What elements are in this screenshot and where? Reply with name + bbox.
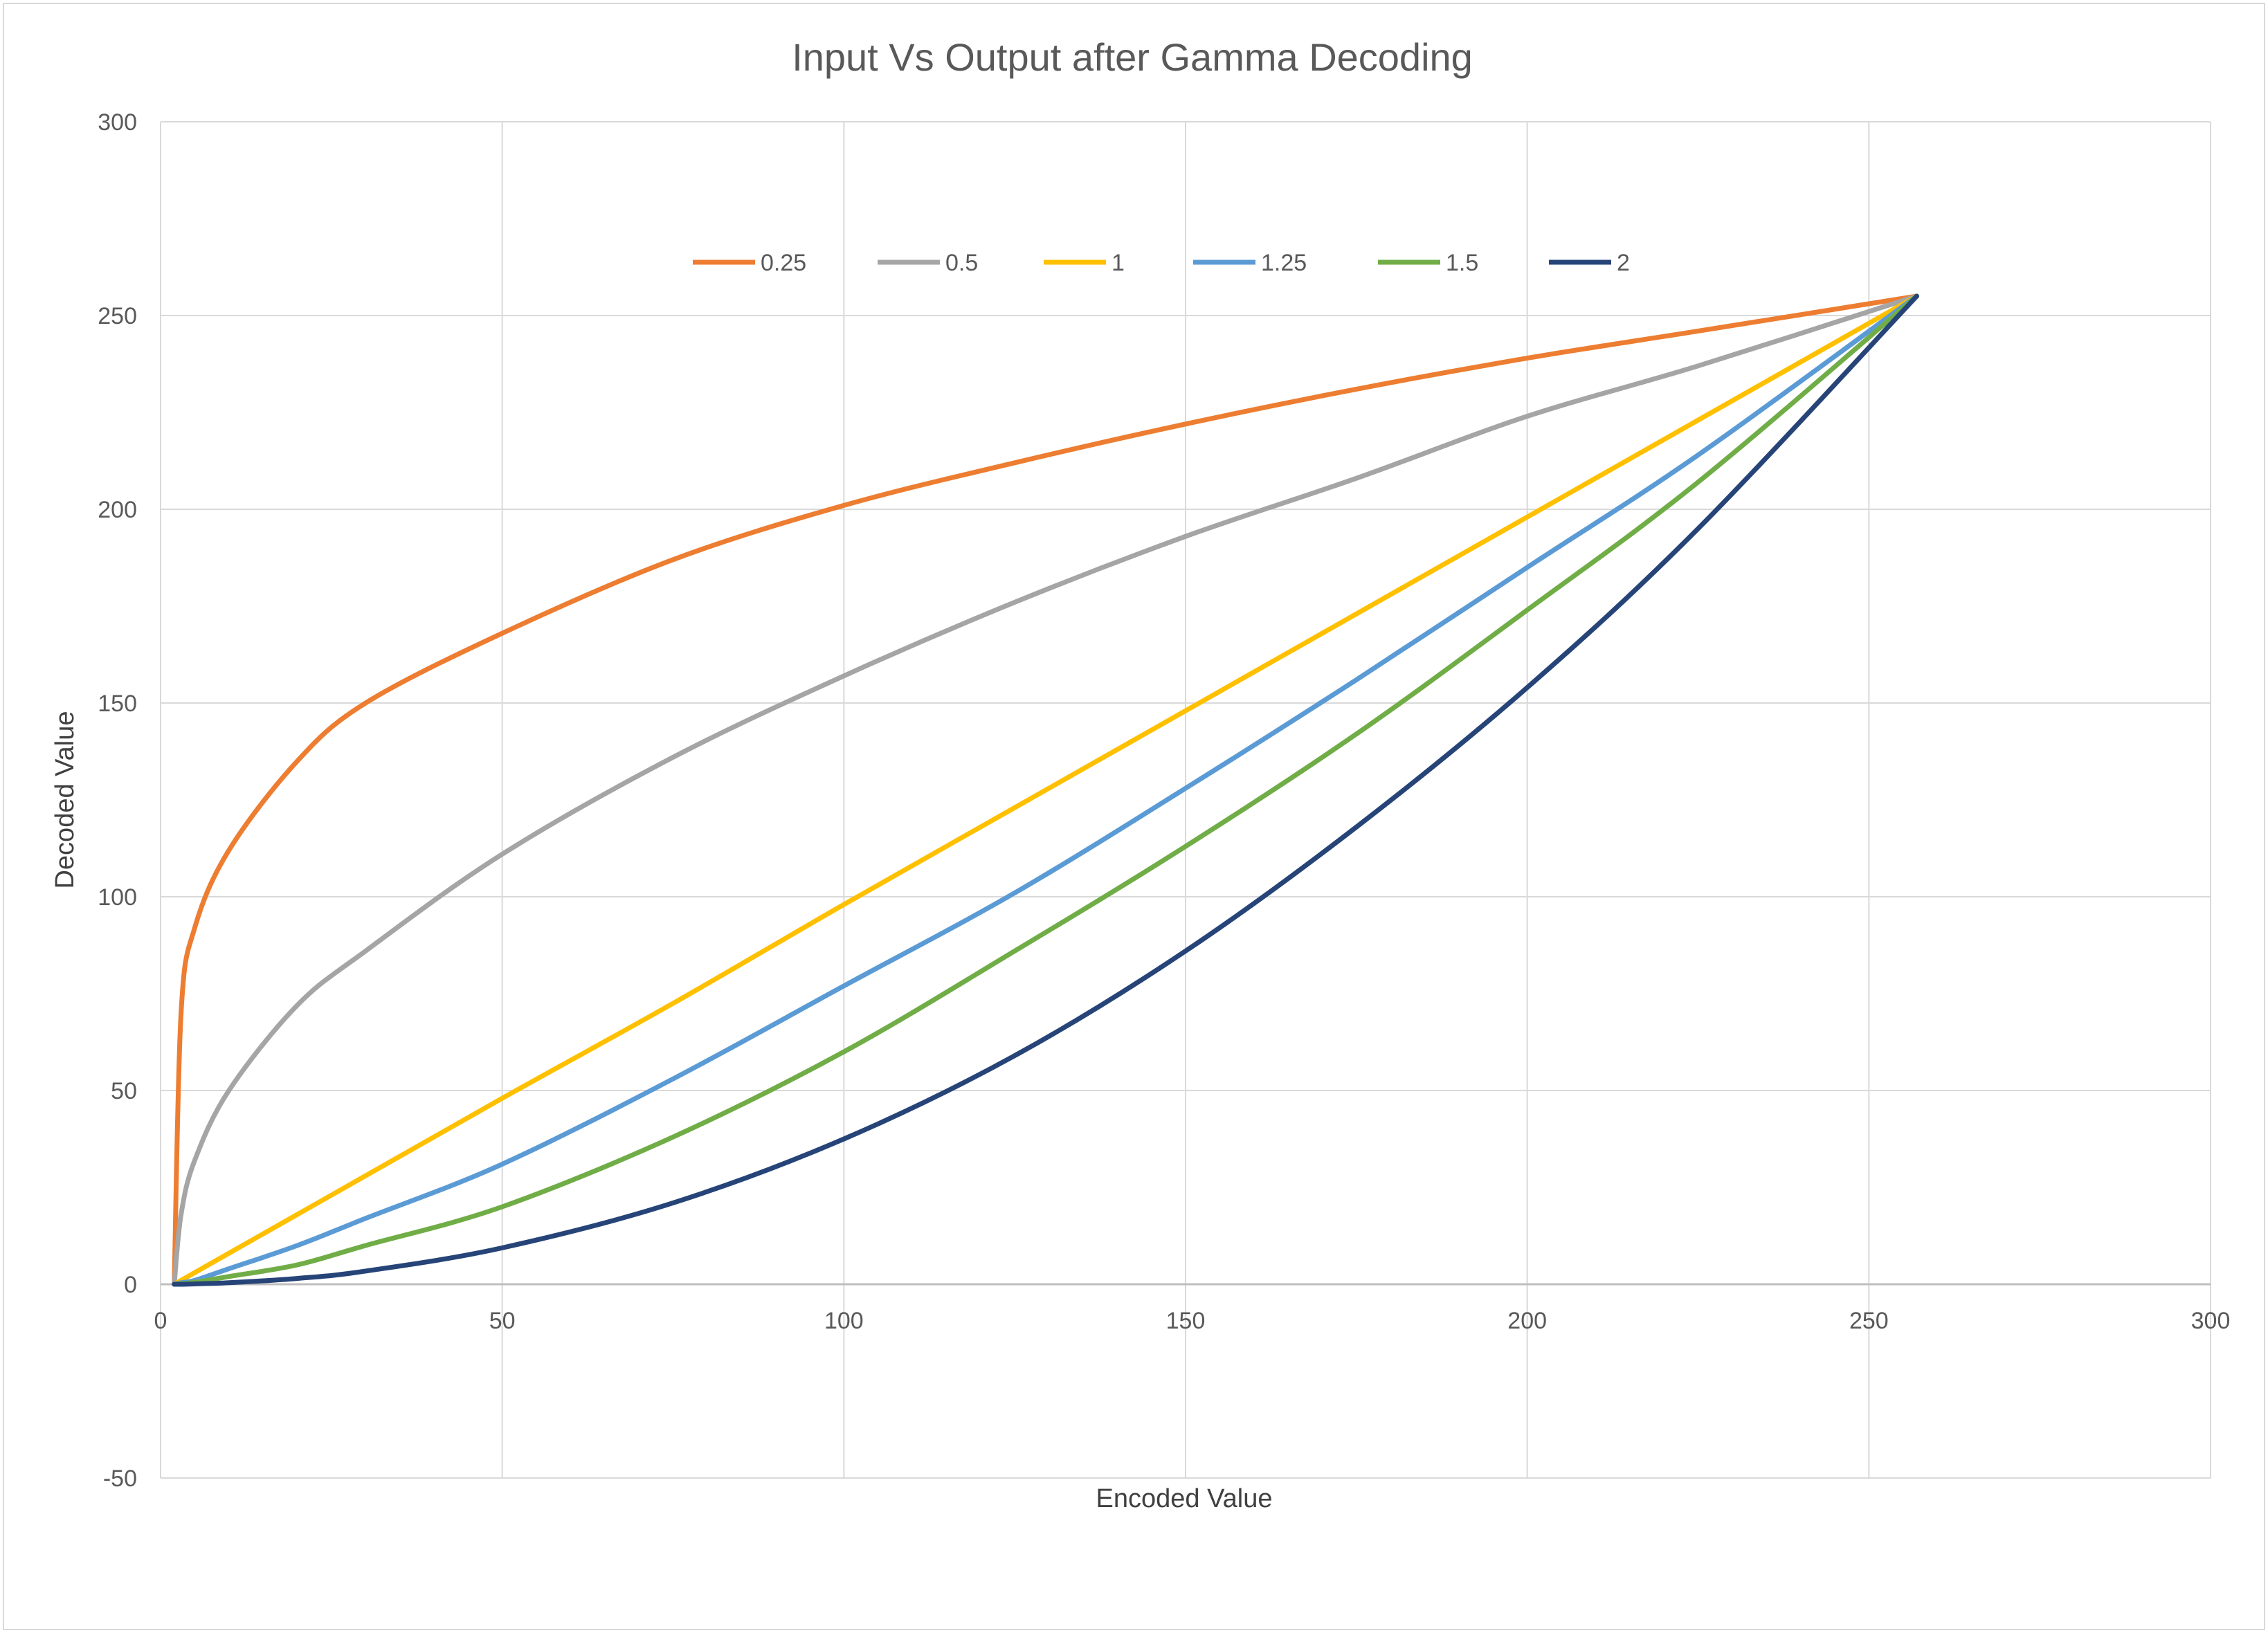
series-line-0.5 [172, 293, 1919, 1287]
x-tick-label: 200 [1507, 1308, 1547, 1334]
y-tick-label: 100 [98, 884, 137, 911]
legend-label: 1 [1112, 250, 1125, 276]
y-tick-labels: -50 0 50 100 150 200 250 300 [98, 109, 137, 1492]
legend-label: 0.25 [761, 250, 806, 276]
x-tick-label: 0 [154, 1308, 167, 1334]
legend: 0.25 0.5 1 1.25 1.5 2 [693, 250, 1630, 276]
legend-label: 0.5 [945, 250, 978, 276]
legend-item: 1.5 [1378, 250, 1478, 276]
x-tick-label: 150 [1166, 1308, 1206, 1334]
x-tick-label: 50 [489, 1308, 516, 1334]
y-tick-label: 300 [98, 109, 137, 136]
y-tick-label: -50 [103, 1466, 137, 1492]
x-axis-title: Encoded Value [1096, 1484, 1273, 1513]
x-tick-label: 300 [2191, 1308, 2231, 1334]
chart-area: Input Vs Output after Gamma Decoding 0 50… [3, 3, 2265, 1630]
y-tick-label: 200 [98, 497, 137, 523]
chart-svg: Input Vs Output after Gamma Decoding 0 50… [51, 35, 2231, 1513]
x-tick-labels: 0 50 100 150 200 250 300 [154, 1308, 2231, 1334]
series-line-1 [172, 293, 1919, 1287]
legend-label: 1.25 [1261, 250, 1307, 276]
series-lines [172, 293, 1919, 1287]
legend-label: 1.5 [1446, 250, 1478, 276]
chart-title: Input Vs Output after Gamma Decoding [792, 35, 1473, 79]
x-tick-label: 100 [824, 1308, 864, 1334]
gridlines [160, 121, 2211, 1479]
series-line-2 [172, 293, 1919, 1287]
legend-label: 2 [1617, 250, 1630, 276]
y-tick-label: 150 [98, 691, 137, 717]
legend-item: 0.25 [693, 250, 806, 276]
legend-item: 1 [1044, 250, 1125, 276]
series-line-0.25 [172, 293, 1919, 1287]
y-tick-label: 50 [111, 1078, 137, 1104]
series-line-1.25 [172, 293, 1919, 1287]
legend-item: 2 [1549, 250, 1630, 276]
y-tick-label: 0 [124, 1272, 137, 1298]
y-axis-title: Decoded Value [51, 711, 80, 888]
legend-item: 1.25 [1193, 250, 1307, 276]
y-tick-label: 250 [98, 303, 137, 329]
x-tick-label: 250 [1849, 1308, 1889, 1334]
legend-item: 0.5 [878, 250, 978, 276]
series-line-1.5 [172, 293, 1919, 1287]
